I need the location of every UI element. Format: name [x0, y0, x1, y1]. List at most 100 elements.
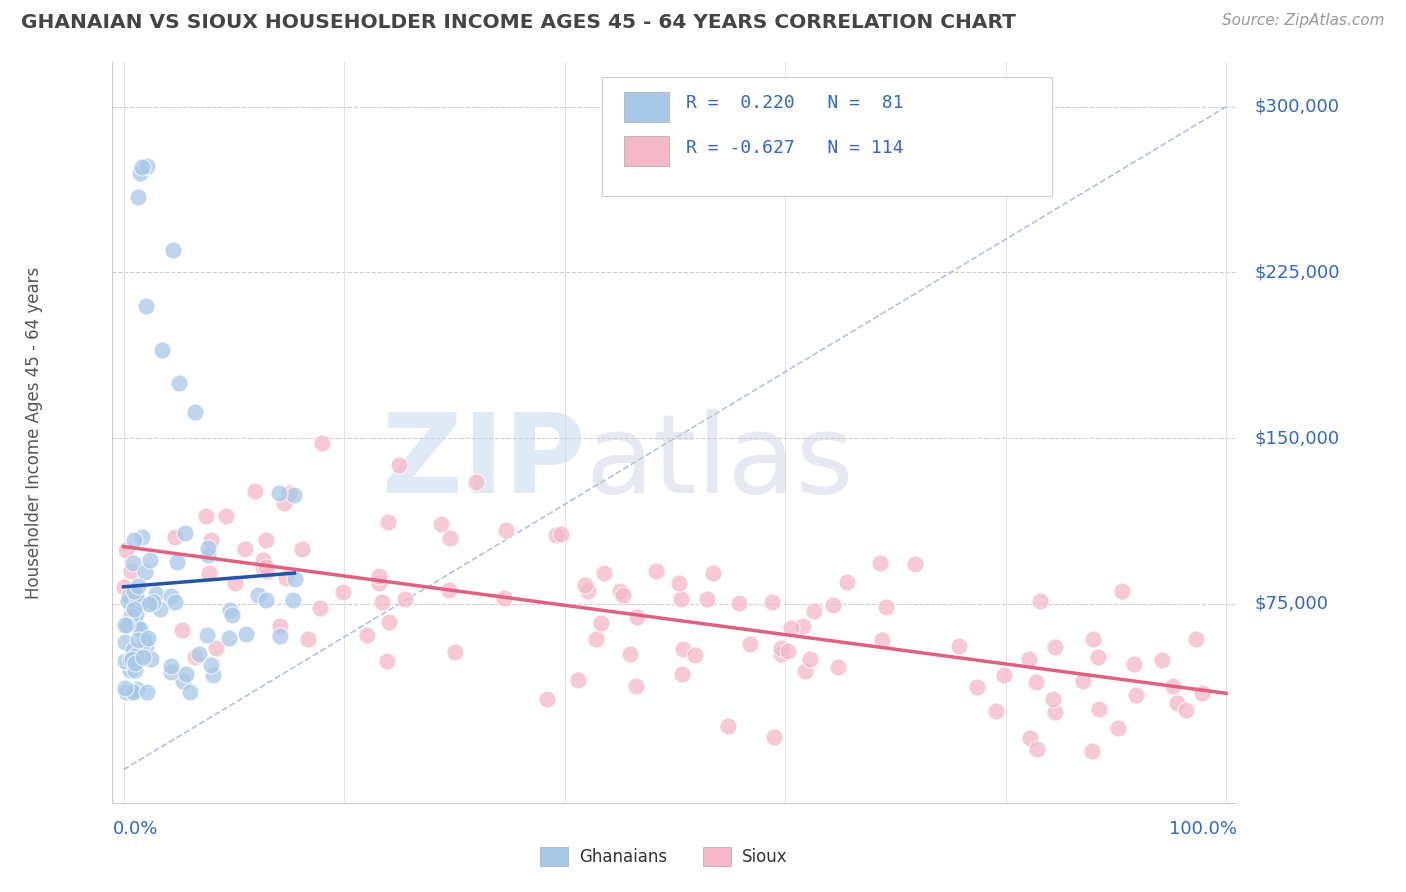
Ghanaians: [197, 548, 219, 562]
Ghanaians: [159, 659, 181, 673]
Ghanaians: [129, 166, 152, 180]
Ghanaians: [129, 622, 152, 636]
Ghanaians: [124, 656, 146, 670]
Sioux: [120, 564, 142, 578]
Ghanaians: [160, 589, 183, 603]
Sioux: [430, 516, 453, 531]
Ghanaians: [127, 190, 149, 204]
Sioux: [612, 589, 634, 603]
Sioux: [1166, 696, 1188, 710]
Sioux: [243, 484, 266, 499]
Ghanaians: [125, 607, 148, 621]
Sioux: [609, 584, 631, 599]
Ghanaians: [124, 663, 146, 677]
Ghanaians: [121, 652, 143, 666]
Ghanaians: [221, 608, 243, 623]
Ghanaians: [121, 643, 143, 657]
Sioux: [966, 680, 988, 694]
Ghanaians: [149, 602, 172, 616]
Text: 100.0%: 100.0%: [1170, 821, 1237, 838]
Ghanaians: [122, 533, 145, 547]
Sioux: [118, 587, 141, 601]
Ghanaians: [131, 160, 153, 174]
Sioux: [1111, 583, 1133, 598]
Ghanaians: [254, 592, 277, 607]
Ghanaians: [174, 666, 197, 681]
Sioux: [780, 622, 803, 636]
Ghanaians: [127, 595, 149, 609]
Ghanaians: [283, 488, 305, 502]
Sioux: [224, 575, 246, 590]
Sioux: [1175, 703, 1198, 717]
Sioux: [984, 704, 1007, 718]
Sioux: [115, 543, 138, 558]
Sioux: [761, 595, 783, 609]
Ghanaians: [200, 658, 222, 673]
Sioux: [1088, 702, 1111, 716]
Ghanaians: [139, 553, 162, 567]
Sioux: [465, 475, 488, 490]
Sioux: [1029, 593, 1052, 607]
Text: R =  0.220   N =  81: R = 0.220 N = 81: [686, 95, 904, 112]
Ghanaians: [124, 583, 146, 598]
Ghanaians: [134, 634, 156, 648]
Ghanaians: [114, 654, 136, 668]
Text: atlas: atlas: [585, 409, 853, 516]
FancyBboxPatch shape: [703, 847, 731, 866]
Sioux: [827, 660, 849, 674]
Sioux: [671, 592, 693, 607]
Sioux: [619, 648, 641, 662]
Sioux: [769, 640, 792, 655]
Sioux: [332, 585, 354, 599]
Sioux: [546, 528, 568, 542]
Sioux: [835, 574, 858, 589]
Sioux: [792, 619, 814, 633]
Sioux: [163, 530, 186, 544]
Ghanaians: [117, 594, 139, 608]
Sioux: [1019, 731, 1042, 745]
Sioux: [550, 526, 572, 541]
Sioux: [388, 458, 411, 472]
Sioux: [626, 610, 648, 624]
Ghanaians: [114, 681, 136, 695]
Sioux: [727, 596, 749, 610]
Sioux: [645, 564, 668, 578]
Sioux: [1025, 674, 1047, 689]
Ghanaians: [127, 579, 149, 593]
Ghanaians: [122, 602, 145, 616]
Sioux: [172, 623, 194, 637]
Ghanaians: [136, 631, 159, 645]
Ghanaians: [117, 617, 139, 632]
Ghanaians: [160, 665, 183, 679]
Text: Householder Income Ages 45 - 64 years: Householder Income Ages 45 - 64 years: [25, 267, 42, 599]
Sioux: [198, 566, 221, 581]
Text: $150,000: $150,000: [1254, 429, 1340, 447]
Sioux: [993, 668, 1015, 682]
Sioux: [1125, 688, 1147, 702]
Ghanaians: [174, 526, 197, 541]
Ghanaians: [124, 615, 146, 630]
Sioux: [297, 632, 319, 646]
Sioux: [254, 533, 277, 548]
FancyBboxPatch shape: [540, 847, 568, 866]
Sioux: [762, 730, 785, 744]
Ghanaians: [219, 603, 242, 617]
Sioux: [291, 542, 314, 557]
Ghanaians: [120, 663, 142, 677]
Sioux: [567, 673, 589, 688]
Sioux: [394, 592, 416, 607]
Ghanaians: [235, 627, 257, 641]
Sioux: [277, 486, 299, 500]
Ghanaians: [136, 685, 159, 699]
Text: R = -0.627   N = 114: R = -0.627 N = 114: [686, 138, 904, 157]
Sioux: [870, 632, 893, 647]
Text: $300,000: $300,000: [1254, 97, 1339, 116]
Sioux: [311, 435, 333, 450]
Ghanaians: [114, 618, 136, 632]
Sioux: [252, 552, 274, 566]
Ghanaians: [166, 555, 188, 569]
Ghanaians: [121, 685, 143, 699]
Sioux: [437, 582, 460, 597]
Text: GHANAIAN VS SIOUX HOUSEHOLDER INCOME AGES 45 - 64 YEARS CORRELATION CHART: GHANAIAN VS SIOUX HOUSEHOLDER INCOME AGE…: [21, 13, 1017, 32]
Ghanaians: [269, 629, 291, 643]
